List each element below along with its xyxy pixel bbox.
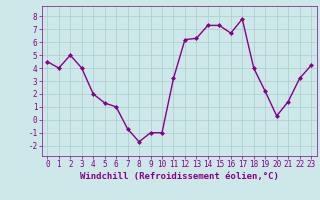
X-axis label: Windchill (Refroidissement éolien,°C): Windchill (Refroidissement éolien,°C) <box>80 172 279 181</box>
